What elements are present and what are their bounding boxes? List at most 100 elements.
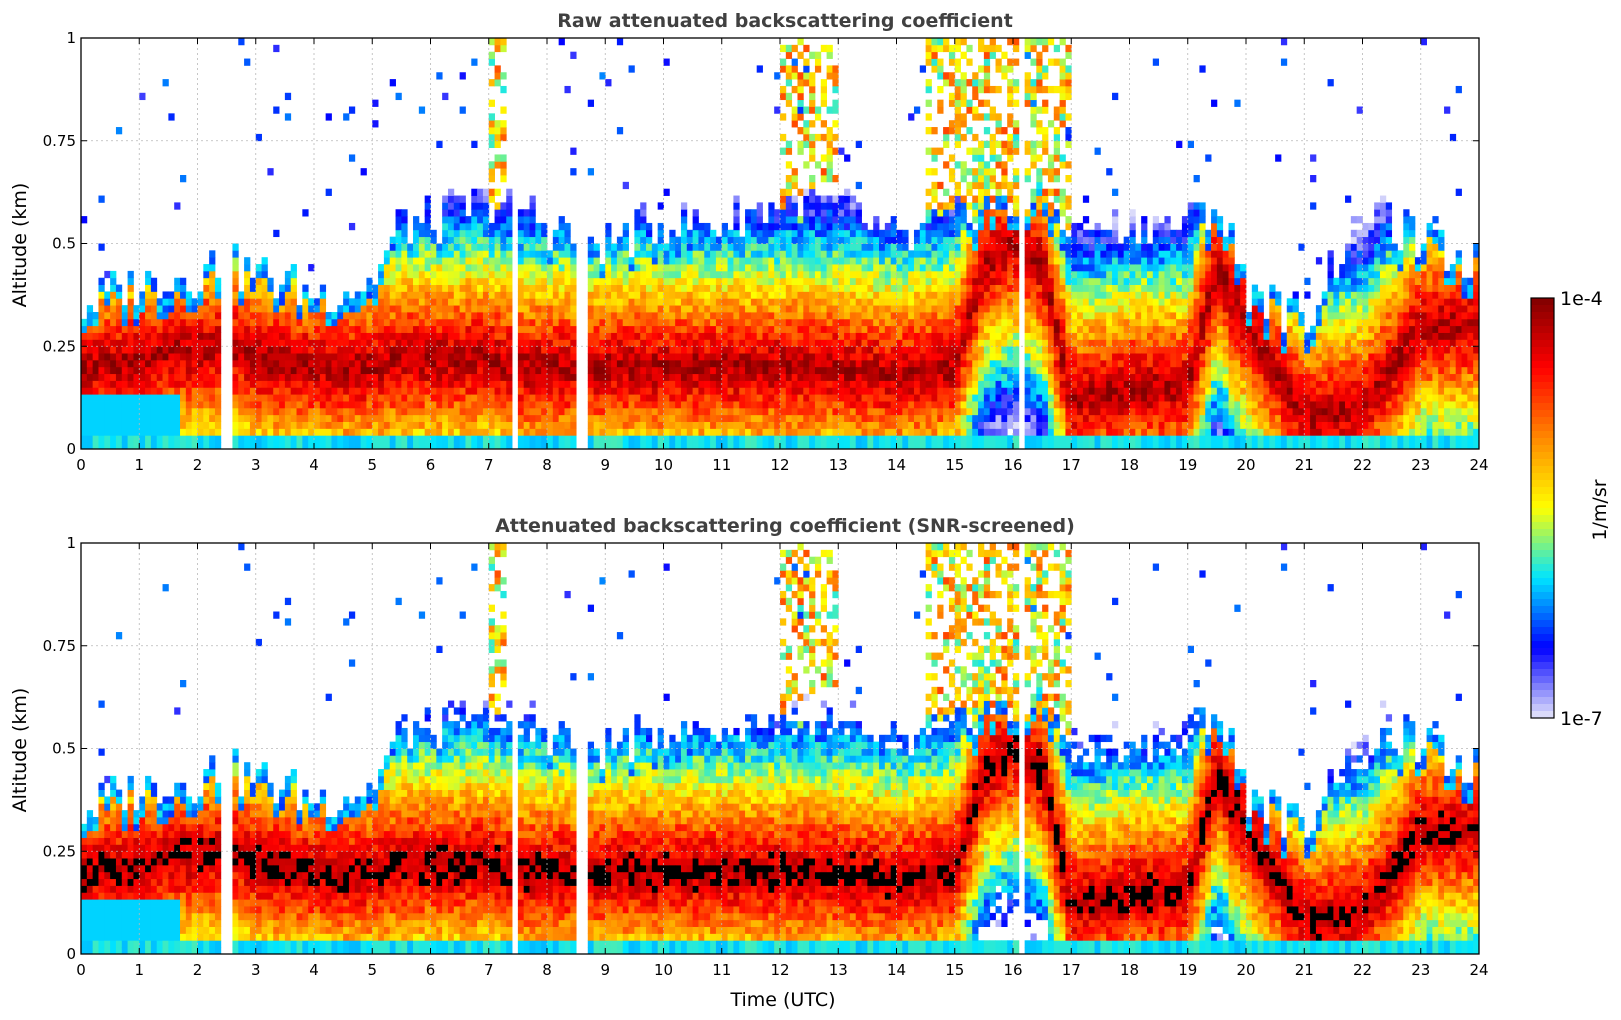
heatmap-cell (832, 305, 839, 313)
heatmap-cell (966, 346, 973, 354)
heatmap-cell (698, 435, 705, 443)
heatmap-cell (873, 353, 880, 361)
heatmap-cell (791, 72, 798, 80)
heatmap-cell (978, 442, 985, 450)
heatmap-cell (733, 414, 740, 422)
heatmap-cell (477, 216, 484, 224)
heatmap-cell (785, 373, 793, 381)
heatmap-cell (413, 359, 420, 368)
heatmap-cell (733, 442, 740, 450)
heatmap-cell (954, 353, 961, 361)
heatmap-cell (92, 428, 99, 436)
heatmap-cell (447, 380, 455, 388)
heatmap-cell (203, 421, 210, 429)
heatmap-cell (255, 305, 262, 313)
heatmap-cell (407, 257, 414, 265)
heatmap-cell (791, 58, 798, 66)
heatmap-cell (937, 222, 944, 231)
heatmap-cell (855, 222, 862, 231)
heatmap-cell (150, 332, 158, 340)
heatmap-cell (413, 428, 420, 436)
heatmap-cell (86, 428, 94, 436)
heatmap-cell (145, 387, 152, 395)
heatmap-cell (750, 442, 758, 450)
heatmap-cell (937, 298, 944, 306)
heatmap-cell (558, 435, 565, 443)
heatmap-cell (745, 222, 752, 231)
heatmap-cell (203, 264, 210, 272)
heatmap-cell (890, 421, 897, 429)
heatmap-cell (838, 277, 845, 285)
heatmap-cell (785, 161, 793, 169)
heatmap-cell (436, 270, 443, 279)
heatmap-cell (733, 312, 740, 320)
heatmap-cell (797, 325, 804, 333)
heatmap-cell (879, 305, 886, 313)
heatmap-cell (972, 284, 979, 292)
heatmap-cell (599, 359, 606, 368)
heatmap-cell (616, 401, 624, 409)
heatmap-cell (185, 318, 193, 327)
heatmap-cell (616, 38, 624, 46)
heatmap-cell (249, 401, 257, 409)
heatmap-cell (354, 373, 362, 381)
heatmap-cell (389, 257, 396, 265)
heatmap-cell (494, 229, 501, 238)
heatmap-cell (104, 414, 111, 422)
heatmap-cell (418, 264, 426, 272)
heatmap-cell (209, 305, 216, 313)
heatmap-cell (424, 298, 431, 306)
heatmap-cell (570, 243, 577, 251)
heatmap-cell (593, 442, 600, 450)
heatmap-cell (482, 229, 490, 238)
heatmap-cell (622, 257, 629, 265)
heatmap-cell (622, 407, 629, 416)
heatmap-cell (721, 359, 728, 368)
heatmap-cell (972, 414, 979, 422)
heatmap-cell (232, 359, 239, 368)
heatmap-cell (593, 373, 600, 381)
heatmap-cell (669, 284, 676, 292)
heatmap-cell (506, 359, 513, 368)
heatmap-cell (319, 353, 327, 361)
heatmap-cell (296, 346, 303, 354)
heatmap-cell (261, 353, 268, 361)
heatmap-cell (424, 318, 431, 327)
heatmap-cell (348, 305, 356, 313)
heatmap-cell (780, 229, 787, 238)
heatmap-cell (471, 277, 478, 285)
heatmap-cell (290, 359, 297, 368)
heatmap-cell (453, 373, 461, 381)
heatmap-cell (651, 401, 659, 409)
heatmap-cell (500, 161, 507, 169)
heatmap-cell (756, 236, 763, 244)
heatmap-cell (698, 222, 705, 231)
heatmap-cell (366, 312, 373, 320)
heatmap-cell (115, 380, 123, 388)
heatmap-cell (745, 394, 752, 402)
heatmap-cell (477, 298, 484, 306)
heatmap-cell (133, 325, 140, 333)
heatmap-cell (535, 332, 542, 340)
heatmap-cell (447, 332, 455, 340)
heatmap-cell (855, 339, 862, 347)
heatmap-cell (733, 346, 740, 354)
heatmap-cell (570, 339, 577, 347)
heatmap-cell (180, 325, 187, 333)
heatmap-cell (820, 243, 827, 251)
heatmap-cell (418, 243, 426, 251)
heatmap-cell (418, 339, 426, 347)
heatmap-cell (803, 442, 810, 450)
heatmap-cell (314, 442, 321, 450)
heatmap-cell (867, 428, 874, 436)
heatmap-cell (372, 99, 379, 107)
heatmap-cell (279, 318, 286, 327)
heatmap-cell (191, 325, 198, 333)
heatmap-cell (506, 250, 513, 258)
heatmap-cell (529, 346, 536, 354)
heatmap-cell (529, 270, 536, 279)
heatmap-cell (756, 298, 763, 306)
heatmap-cell (453, 277, 461, 285)
heatmap-cell (407, 250, 414, 258)
heatmap-cell (646, 359, 653, 368)
